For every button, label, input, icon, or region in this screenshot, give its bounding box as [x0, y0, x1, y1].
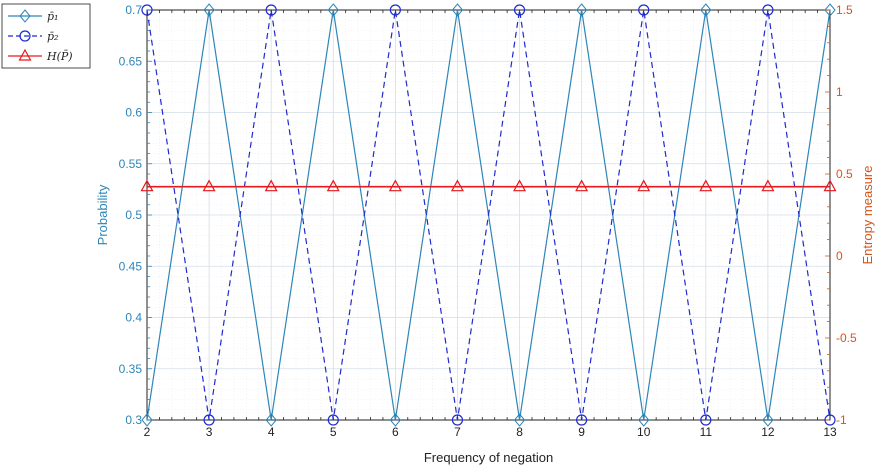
y-right-axis-title: Entropy measure	[860, 166, 875, 265]
y-left-tick-label: 0.4	[125, 311, 142, 325]
legend-entry-p1: p̄₁	[8, 9, 58, 23]
diamond-marker	[265, 413, 277, 427]
y-right-tick-labels: -1 -0.5 0 0.5 1 1.5	[836, 3, 857, 427]
triangle-marker	[575, 179, 589, 192]
diamond-marker	[203, 3, 215, 17]
diamond-marker	[327, 3, 339, 17]
y-left-tick-label: 0.55	[119, 157, 143, 171]
y-left-tick-label: 0.45	[119, 259, 143, 273]
y-right-tick-label: -1	[836, 413, 847, 427]
y-right-tick-label: 1	[836, 85, 843, 99]
circle-marker	[700, 414, 712, 426]
diamond-marker	[19, 9, 31, 23]
legend-entry-entropy: H(P̄)	[8, 48, 73, 63]
y-right-tick-label: 1.5	[836, 3, 853, 17]
x-tick-label: 11	[700, 425, 713, 439]
legend-diamond-icon	[19, 9, 31, 23]
circle-marker	[327, 414, 339, 426]
circle-marker	[638, 4, 650, 16]
x-tick-label: 10	[637, 425, 651, 439]
circle-marker	[824, 414, 836, 426]
diamond-marker	[141, 413, 153, 427]
x-tick-label: 5	[330, 425, 337, 439]
triangle-marker	[388, 179, 402, 192]
circle-marker	[203, 414, 215, 426]
legend-label-p1: p̄₁	[47, 10, 58, 23]
legend-entry-p2: p̄₂	[8, 30, 58, 43]
x-axis-title: Frequency of negation	[424, 450, 553, 465]
y-right-tick-label: 0.5	[836, 167, 853, 181]
legend-label-entropy: H(P̄)	[46, 50, 73, 63]
diamond-marker	[575, 3, 588, 17]
diamond-marker	[700, 3, 712, 17]
triangle-marker	[699, 179, 713, 192]
x-tick-label: 7	[454, 425, 461, 439]
series-line-1	[146, 9, 831, 421]
diamond-marker	[638, 413, 650, 427]
y-left-tick-label: 0.7	[125, 3, 142, 17]
circle-marker	[576, 414, 588, 426]
y-left-tick-label: 0.5	[125, 208, 142, 222]
x-tick-label: 6	[392, 425, 399, 439]
circle-marker	[513, 4, 526, 16]
triangle-marker	[513, 179, 527, 192]
legend-label-p2: p̄₂	[47, 30, 58, 43]
circle-marker	[141, 4, 153, 16]
triangle-marker	[140, 179, 154, 192]
triangle-marker	[264, 179, 278, 192]
triangle-marker	[326, 179, 340, 192]
triangle-marker	[637, 179, 651, 192]
x-tick-label: 3	[206, 425, 213, 439]
circle-marker	[19, 30, 31, 42]
y-left-axis-title: Probability	[95, 184, 110, 245]
diamond-marker	[389, 413, 402, 427]
legend-circle-icon	[19, 30, 31, 42]
circle-marker	[762, 4, 774, 16]
diamond-marker	[513, 413, 526, 427]
triangle-marker	[823, 179, 837, 192]
diamond-marker	[451, 3, 464, 17]
series-layer	[140, 3, 837, 427]
x-tick-labels: 2 3 4 5 6 7 8 9 10 11 12 13	[144, 425, 837, 439]
x-tick-label: 4	[268, 425, 275, 439]
circle-marker	[451, 414, 464, 426]
y-left-tick-label: 0.35	[119, 362, 143, 376]
triangle-marker	[761, 179, 775, 192]
x-tick-label: 8	[516, 425, 523, 439]
y-left-tick-label: 0.3	[125, 413, 142, 427]
x-tick-label: 12	[761, 425, 775, 439]
y-right-tick-label: -0.5	[836, 331, 857, 345]
circle-marker	[265, 4, 277, 16]
y-right-tick-label: 0	[836, 249, 843, 263]
x-tick-label: 9	[578, 425, 585, 439]
triangle-marker	[18, 48, 32, 61]
legend-box	[1, 3, 91, 69]
circle-marker	[389, 4, 401, 16]
y-left-tick-label: 0.6	[125, 106, 142, 120]
x-tick-label: 13	[823, 425, 837, 439]
triangle-marker	[202, 179, 216, 192]
y-left-tick-label: 0.65	[119, 54, 143, 68]
legend: p̄₁ p̄₂ H(P̄)	[1, 3, 91, 69]
diamond-marker	[762, 413, 774, 427]
x-tick-label: 2	[144, 425, 151, 439]
y-left-tick-labels: 0.3 0.35 0.4 0.45 0.5 0.55 0.6 0.65 0.7	[119, 3, 143, 427]
diamond-marker	[824, 3, 836, 17]
legend-triangle-icon	[18, 48, 32, 61]
triangle-marker	[450, 179, 464, 192]
